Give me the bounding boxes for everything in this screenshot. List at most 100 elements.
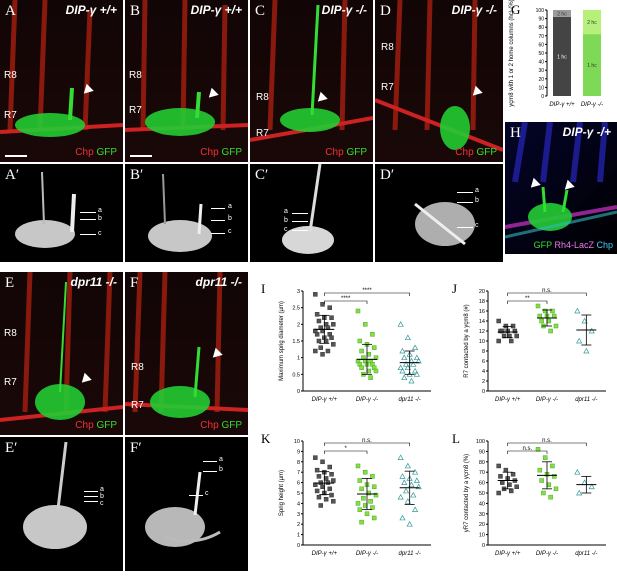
row-label-r7: R7: [131, 400, 144, 411]
data-point: [316, 338, 322, 344]
panel-label: C: [255, 3, 266, 19]
y-tick-label: 40: [538, 60, 544, 66]
data-point: [551, 313, 557, 319]
data-point: [314, 467, 320, 473]
significance-bracket: [507, 300, 548, 304]
x-tick-label: DIP-γ -/-: [356, 551, 378, 557]
panel-label-I: I: [261, 281, 266, 296]
row-label-r8: R8: [4, 328, 17, 339]
data-point: [551, 474, 557, 479]
data-point: [359, 519, 364, 525]
data-point: [370, 474, 375, 479]
y-tick-label: 14: [479, 319, 485, 325]
stain-legend: Chp GFP: [75, 147, 117, 158]
panel-label-L: L: [452, 431, 460, 446]
data-point: [357, 338, 363, 344]
row-label-r8: R8: [256, 92, 269, 103]
measure-tick: [84, 496, 98, 497]
significance-label: **: [525, 296, 530, 302]
data-point: [404, 462, 411, 469]
chart-L-svg: 0 10 20 30 40 50 60 70 80 90 100 yR7 contacted by a…: [464, 438, 606, 557]
data-point: [514, 333, 519, 339]
data-point: [397, 364, 404, 371]
data-point: [498, 474, 503, 479]
data-point: [316, 474, 322, 479]
data-point: [397, 454, 404, 460]
data-point: [576, 489, 583, 496]
data-point: [314, 312, 320, 317]
panel-D-prime: D′ a b c: [375, 164, 503, 262]
mark-c: c: [228, 228, 232, 235]
chart-J: J 0 2 4 6 8 10 12 14 16 18 20 R7 contacted by a yçm…: [440, 275, 617, 415]
data-point: [501, 333, 507, 339]
data-point: [512, 328, 518, 334]
data-point: [313, 348, 318, 354]
data-point: [371, 345, 377, 350]
data-point: [399, 514, 406, 521]
panel-A-prime-image: [15, 171, 76, 248]
significance-bracket: [324, 442, 410, 446]
data-point: [510, 472, 516, 477]
data-point: [583, 347, 590, 354]
significance-bracket: [324, 450, 368, 454]
genotype-label: DIP-γ +/+: [65, 3, 117, 17]
data-point: [402, 361, 410, 367]
chart-I-svg: 0 0.5 1 1.5 2 2.5 3 Maximum sprig diameter (µm)…: [279, 288, 431, 403]
genotype-label: DIP-γ -/-: [451, 3, 497, 17]
measure-tick: [80, 212, 96, 213]
panel-B: B DIP-γ +/+ R8 R7 Chp GFP: [125, 0, 248, 162]
panel-D: D DIP-γ -/- R8 R7 Chp GFP: [375, 0, 503, 162]
y-tick-label: 2.5: [292, 306, 300, 312]
data-point: [535, 303, 541, 309]
panel-label-J: J: [452, 281, 458, 296]
data-point: [364, 511, 370, 517]
data-point: [509, 338, 514, 344]
panel-label-G: G: [511, 2, 521, 17]
row-label-r7: R7: [129, 105, 142, 116]
data-point: [373, 368, 379, 374]
data-point: [318, 503, 323, 508]
significance-bracket: [324, 300, 368, 304]
mark-c: c: [98, 230, 102, 237]
data-point: [355, 463, 361, 469]
data-point: [368, 499, 373, 504]
genotype-label: DIP-γ -/+: [562, 125, 611, 139]
data-point: [553, 486, 559, 492]
chart-G-svg: 0 10 20 30 40 50 60 70 80 90 100 yçm8 with 1 or 2 h…: [509, 0, 603, 108]
y-tick-label: 20: [538, 77, 544, 83]
x-tick-label: DIP-γ -/-: [356, 397, 378, 403]
y-tick-label: 8: [482, 349, 485, 355]
data-point: [553, 323, 559, 329]
data-point: [327, 305, 332, 310]
data-point: [500, 328, 505, 334]
row-label-r8: R8: [129, 70, 142, 81]
chart-J-svg: 0 2 4 6 8 10 12 14 16 18 20 R7 contacted by a yçm8 …: [464, 288, 606, 403]
y-tick-label: 1: [297, 533, 300, 539]
significance-label: n.s.: [362, 438, 372, 444]
data-point: [357, 478, 363, 483]
data-point: [404, 498, 411, 504]
data-point: [362, 322, 368, 327]
y-tick-label: 80: [479, 460, 485, 466]
y-tick-label: 2: [297, 322, 300, 328]
panel-E-prime: E′ a b c: [0, 437, 123, 571]
y-tick-label: 7: [297, 470, 300, 476]
bar-label: 2 hc: [557, 11, 567, 17]
data-point: [397, 321, 404, 327]
stain-legend: Chp GFP: [200, 420, 242, 431]
measure-tick: [84, 491, 98, 492]
mark-a: a: [228, 203, 232, 210]
row-label-r8: R8: [131, 362, 144, 373]
mark-b: b: [98, 215, 102, 222]
y-tick-label: 1: [297, 356, 300, 362]
row-label-r8: R8: [4, 70, 17, 81]
y-tick-label: 80: [538, 25, 544, 31]
data-point: [411, 506, 419, 512]
data-point: [574, 307, 581, 314]
panel-E: E dpr11 -/- R8 R7 Chp GFP: [0, 272, 123, 435]
y-tick-label: 10: [538, 85, 544, 91]
data-point: [500, 480, 505, 485]
genotype-label: DIP-γ +/+: [190, 3, 242, 17]
panel-label-K: K: [261, 431, 271, 446]
mark-c: c: [205, 490, 209, 497]
